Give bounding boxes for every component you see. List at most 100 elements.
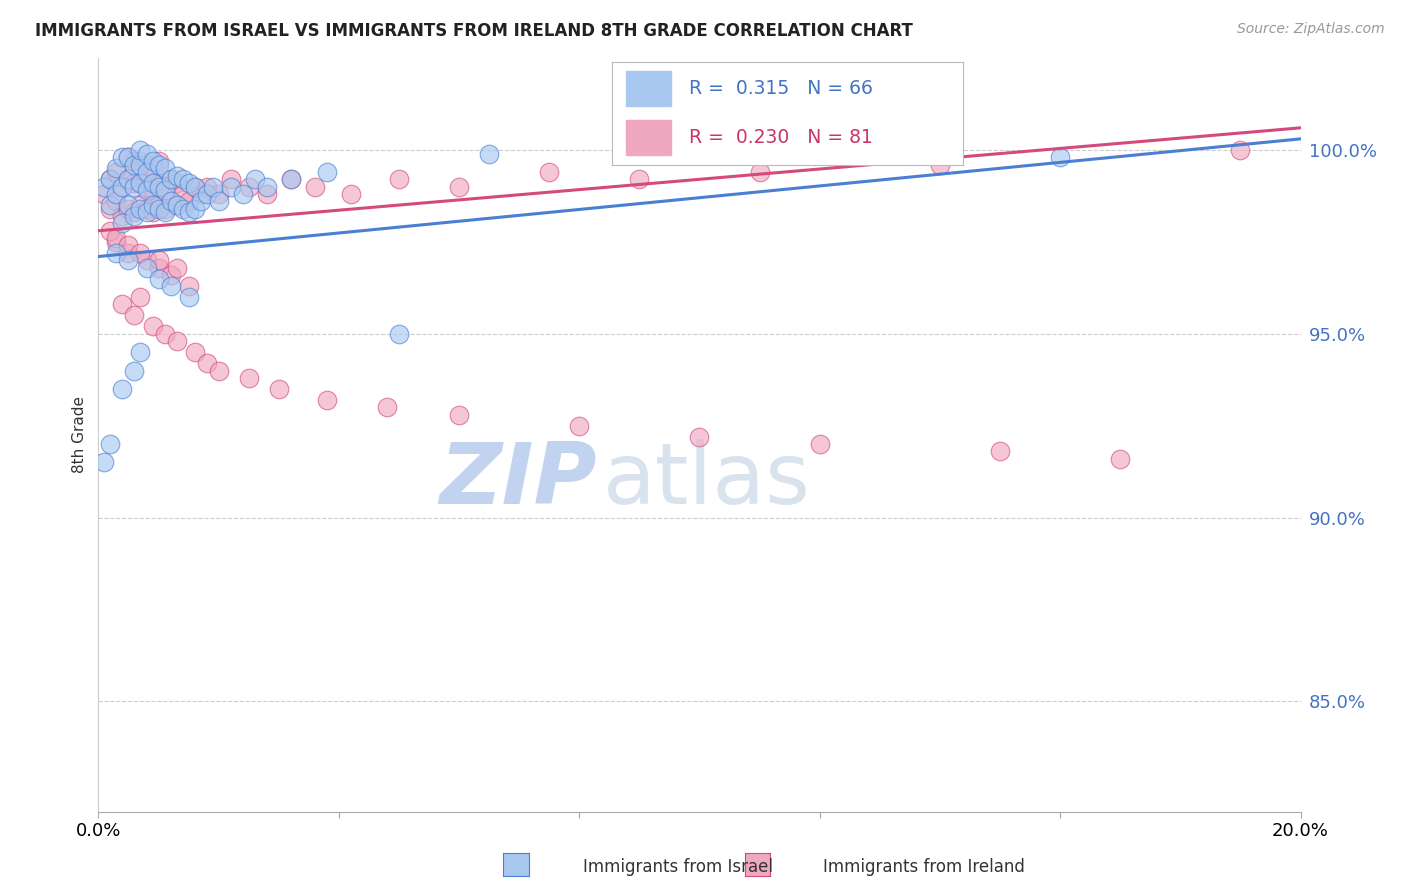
Point xyxy=(153,179,176,194)
Point xyxy=(141,161,163,176)
Point xyxy=(117,202,139,216)
Point xyxy=(135,260,157,275)
Point xyxy=(124,158,146,172)
Point xyxy=(315,392,337,407)
Point xyxy=(748,165,770,179)
Point xyxy=(135,202,157,216)
Point xyxy=(148,176,170,190)
Point xyxy=(177,176,200,190)
Point xyxy=(141,183,163,197)
Point xyxy=(166,334,188,348)
Y-axis label: 8th Grade: 8th Grade xyxy=(72,396,87,474)
Point xyxy=(183,179,205,194)
Point xyxy=(166,260,188,275)
Point xyxy=(129,176,152,190)
Point xyxy=(129,176,152,190)
Point xyxy=(172,172,194,186)
Point xyxy=(689,430,711,444)
Point xyxy=(183,179,205,194)
Point xyxy=(111,179,134,194)
Point xyxy=(105,245,128,260)
Point xyxy=(129,143,152,157)
Point xyxy=(1229,143,1251,157)
Point xyxy=(538,165,561,179)
Point xyxy=(340,187,363,202)
Point xyxy=(166,176,188,190)
Point xyxy=(315,165,337,179)
Point xyxy=(124,209,146,223)
Point xyxy=(148,153,170,168)
Point xyxy=(166,198,188,212)
Point xyxy=(105,235,128,249)
Point xyxy=(135,146,157,161)
Point xyxy=(177,279,200,293)
Point xyxy=(100,202,122,216)
Point xyxy=(153,202,176,216)
Point xyxy=(141,153,163,168)
Point xyxy=(238,179,260,194)
Point xyxy=(93,179,115,194)
Point xyxy=(117,238,139,252)
Point xyxy=(267,382,290,396)
Point xyxy=(190,194,212,209)
Point xyxy=(105,231,128,245)
Text: IMMIGRANTS FROM ISRAEL VS IMMIGRANTS FROM IRELAND 8TH GRADE CORRELATION CHART: IMMIGRANTS FROM ISRAEL VS IMMIGRANTS FRO… xyxy=(35,22,912,40)
Point xyxy=(124,176,146,190)
Point xyxy=(219,172,242,186)
Point xyxy=(111,297,134,311)
Point xyxy=(628,172,651,186)
Point xyxy=(111,216,134,230)
Point xyxy=(1109,451,1132,466)
Point xyxy=(388,326,411,341)
Point xyxy=(111,150,134,164)
Text: ZIP: ZIP xyxy=(440,439,598,522)
Point xyxy=(135,158,157,172)
Point xyxy=(141,198,163,212)
Point xyxy=(129,202,152,216)
Text: R =  0.315   N = 66: R = 0.315 N = 66 xyxy=(689,78,873,97)
Point xyxy=(135,205,157,219)
Point xyxy=(148,253,170,268)
Point xyxy=(129,245,152,260)
Point xyxy=(135,179,157,194)
Point xyxy=(243,172,266,186)
Point xyxy=(93,455,115,469)
Point xyxy=(153,205,176,219)
Point xyxy=(124,153,146,168)
Bar xyxy=(626,70,672,105)
Point xyxy=(135,183,157,197)
Point xyxy=(111,179,134,194)
Point xyxy=(141,319,163,334)
Point xyxy=(105,187,128,202)
Point xyxy=(117,150,139,164)
Point xyxy=(159,194,181,209)
Point xyxy=(129,290,152,304)
Point xyxy=(124,363,146,377)
Point xyxy=(100,198,122,212)
Point xyxy=(280,172,302,186)
Point xyxy=(129,153,152,168)
Point xyxy=(195,356,218,370)
Point xyxy=(148,158,170,172)
Text: R =  0.230   N = 81: R = 0.230 N = 81 xyxy=(689,128,873,147)
Point xyxy=(177,194,200,209)
Point xyxy=(159,172,181,186)
Point xyxy=(159,194,181,209)
Point xyxy=(201,179,224,194)
Point xyxy=(568,418,591,433)
Point xyxy=(1049,150,1071,164)
Point xyxy=(124,179,146,194)
Point xyxy=(869,146,891,161)
Point xyxy=(135,165,157,179)
Point xyxy=(159,279,181,293)
Text: Immigrants from Ireland: Immigrants from Ireland xyxy=(823,858,1025,876)
Text: Source: ZipAtlas.com: Source: ZipAtlas.com xyxy=(1237,22,1385,37)
Point xyxy=(100,172,122,186)
Point xyxy=(129,345,152,359)
Point xyxy=(93,187,115,202)
Point xyxy=(375,401,398,415)
Point xyxy=(172,187,194,202)
Point xyxy=(148,260,170,275)
Point xyxy=(148,202,170,216)
Point xyxy=(238,371,260,385)
